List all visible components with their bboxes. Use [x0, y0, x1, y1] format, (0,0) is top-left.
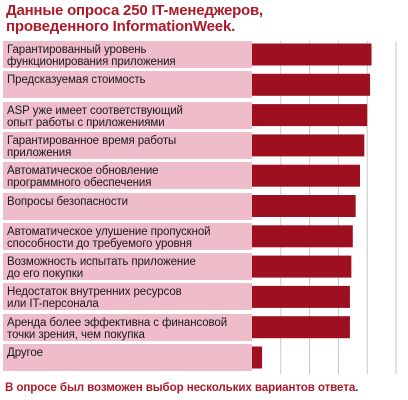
bar	[252, 73, 371, 96]
category-label: Аренда более эффективна с финансовой точ…	[3, 313, 252, 341]
bar	[252, 255, 352, 278]
bar-chart-plot: 20406080100	[252, 41, 397, 375]
category-label: Предсказуемая стоимость	[3, 71, 252, 99]
chart-title: Данные опроса 250 IT-менеджеров, проведе…	[6, 2, 264, 35]
category-label: Гарантированный уровень функционирования…	[3, 41, 252, 68]
category-label: Другое	[3, 344, 252, 371]
category-label: Автоматическое улушение пропускной спосо…	[3, 222, 252, 250]
bar	[252, 134, 365, 157]
category-label: Гарантированное время работы приложения	[3, 131, 252, 159]
bar	[252, 195, 356, 217]
category-label: Автоматическое обновление программного о…	[3, 162, 252, 190]
bar	[252, 104, 368, 127]
bar	[252, 316, 350, 339]
category-label: ASP уже имеет соответствующий опыт работ…	[3, 101, 252, 129]
bar	[252, 285, 350, 308]
chart-footnote: В опросе был возможен выбор нескольких в…	[5, 381, 359, 394]
category-label: Возможность испытать приложение до его п…	[3, 253, 252, 281]
bar	[252, 164, 360, 187]
bar	[252, 43, 372, 66]
category-label: Вопросы безопасности	[3, 192, 252, 220]
bar	[252, 346, 263, 369]
bar	[252, 225, 353, 248]
category-label: Недостаток внутренних ресурсов или IT-пе…	[3, 283, 252, 311]
